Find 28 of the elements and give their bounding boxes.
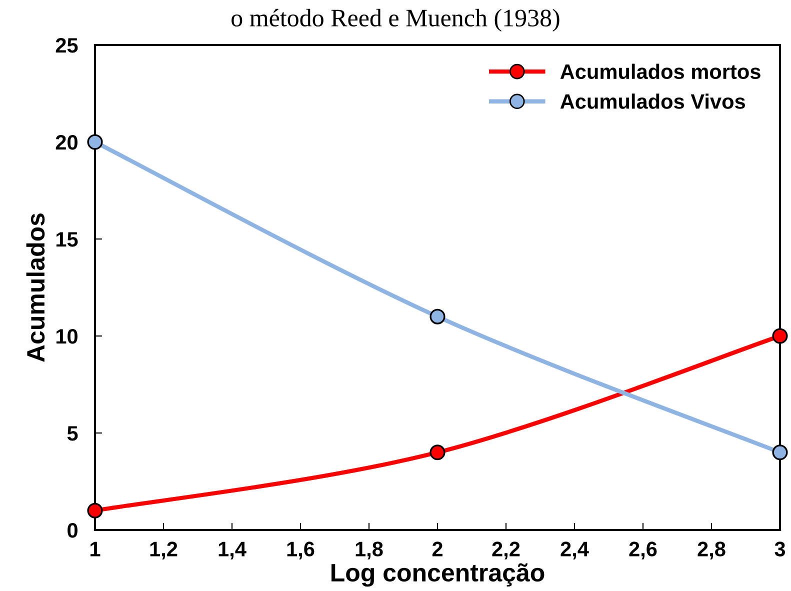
y-tick-label: 10 — [56, 329, 78, 344]
y-tick-label: 5 — [67, 426, 78, 441]
x-tick-label: 3 — [774, 542, 786, 556]
y-tick-label: 25 — [56, 38, 78, 53]
y-tick-label: 20 — [56, 135, 78, 150]
x-tick-label: 1,2 — [150, 542, 178, 560]
point — [430, 308, 446, 324]
x-tick-label: 2 — [432, 542, 442, 556]
y-tick-label: 15 — [56, 232, 78, 247]
chart-title: o método Reed e Muench (1938) — [232, 8, 560, 32]
point — [430, 444, 446, 460]
x-tick-label: 2,2 — [492, 542, 520, 560]
point — [87, 502, 103, 518]
x-tick-label: 1,6 — [287, 542, 314, 560]
x-axis-title: Log concentração — [332, 563, 544, 587]
legend-label: Acumulados mortos — [560, 64, 760, 80]
point — [87, 134, 103, 150]
y-tick-label: 0 — [68, 523, 78, 538]
x-tick-label: 2,6 — [629, 542, 657, 560]
x-tick-label: 1 — [90, 542, 100, 556]
y-axis-title: Acumulados — [26, 214, 45, 362]
legend-label: Acumulados Vivos — [560, 94, 746, 109]
x-tick-label: 1,8 — [356, 542, 383, 560]
x-tick-label: 2,8 — [698, 542, 726, 560]
x-tick-label: 1,4 — [218, 542, 246, 560]
x-tick-label: 2,4 — [560, 542, 589, 560]
point — [772, 328, 788, 344]
point — [772, 444, 788, 460]
